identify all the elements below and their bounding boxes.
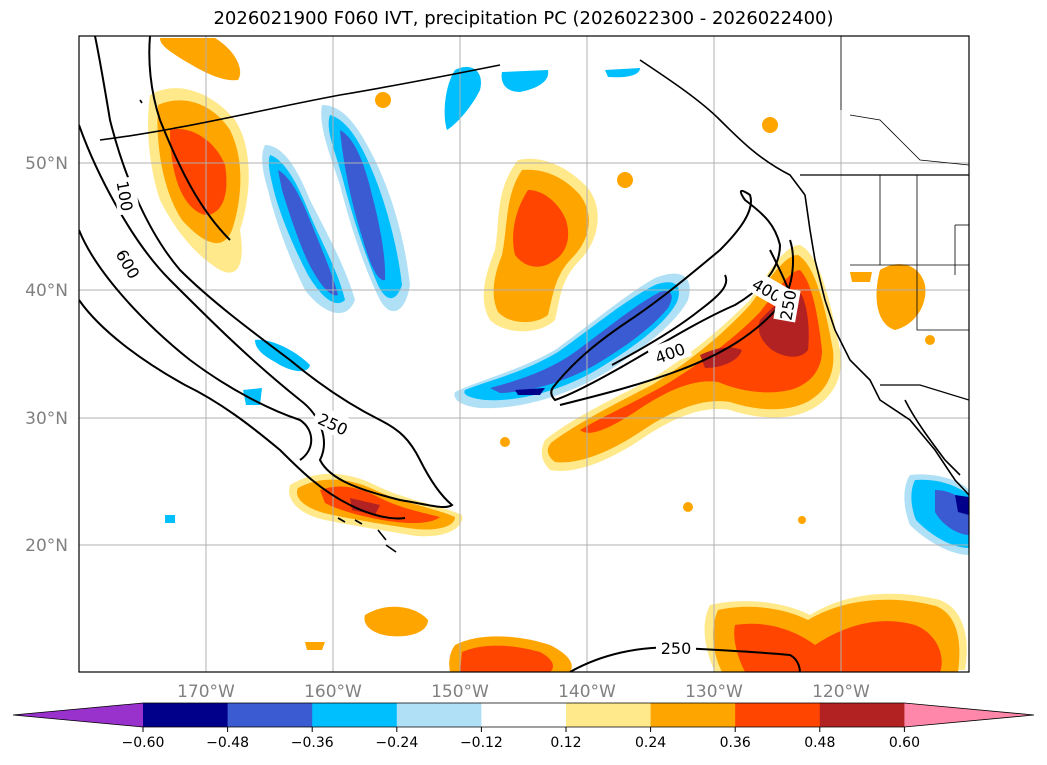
colorbar-extend-low (13, 703, 143, 727)
lat-label-40n: 40°N (25, 281, 68, 301)
colorbar-tick-label: 0.36 (720, 735, 751, 751)
lon-label-150w: 150°W (431, 682, 489, 702)
contour-250-west (79, 36, 454, 509)
colorbar-segment (735, 703, 821, 727)
colorbar-tick-label: 0.12 (550, 735, 581, 751)
colorbar-tick-label: −0.48 (206, 735, 249, 751)
map-content: 600 100 250 400 400 250 (79, 36, 969, 672)
lon-label-120w: 120°W (812, 682, 870, 702)
coastlines (99, 59, 969, 553)
contour-400 (550, 189, 782, 402)
lon-label-160w: 160°W (304, 682, 362, 702)
longitude-labels: 170°W 160°W 150°W 140°W 130°W 120°W (177, 682, 870, 702)
colorbar-tick-label: 0.24 (635, 735, 666, 751)
colorbar-segment (650, 703, 736, 727)
map-frame (78, 35, 970, 673)
colorbar-segment (819, 703, 905, 727)
precip-fill-regions (148, 38, 969, 672)
colorbar-tick-label: −0.12 (460, 735, 503, 751)
colorbar-tick-label: 0.48 (804, 735, 835, 751)
colorbar-tick-label: −0.60 (122, 735, 165, 751)
lon-label-130w: 130°W (685, 682, 743, 702)
lat-label-30n: 30°N (25, 409, 68, 429)
state-borders (840, 36, 969, 331)
contour-labels: 600 100 250 400 400 250 (109, 176, 801, 658)
contour-250-east (559, 239, 794, 406)
contour-250-south (569, 646, 801, 672)
lat-label-50n: 50°N (25, 154, 68, 174)
colorbar-extend-high (904, 703, 1034, 727)
colorbar-tick-label: −0.24 (375, 735, 418, 751)
colorbar-segment (227, 703, 313, 727)
contour-label-250-south: 250 (661, 639, 692, 658)
map-title: 2026021900 F060 IVT, precipitation PC (2… (213, 8, 834, 29)
contour-100 (79, 299, 406, 520)
ivt-contours (79, 36, 801, 672)
colorbar-tick-label: −0.36 (291, 735, 334, 751)
colorbar-segment (396, 703, 482, 727)
colorbar-segment (312, 703, 398, 727)
colorbar-segment (481, 703, 567, 727)
latitude-labels: 50°N 40°N 30°N 20°N (25, 154, 68, 556)
colorbar-segment (566, 703, 652, 727)
lon-label-140w: 140°W (558, 682, 616, 702)
contour-600 (79, 229, 313, 461)
lat-label-20n: 20°N (25, 536, 68, 556)
colorbar: −0.60 −0.48 −0.36 −0.24 −0.12 0.12 0.24 0.36 0.4… (12, 702, 1035, 751)
colorbar-segment (143, 703, 229, 727)
lon-label-170w: 170°W (177, 682, 235, 702)
graticule (79, 36, 969, 672)
colorbar-tick-label: 0.60 (889, 735, 920, 751)
